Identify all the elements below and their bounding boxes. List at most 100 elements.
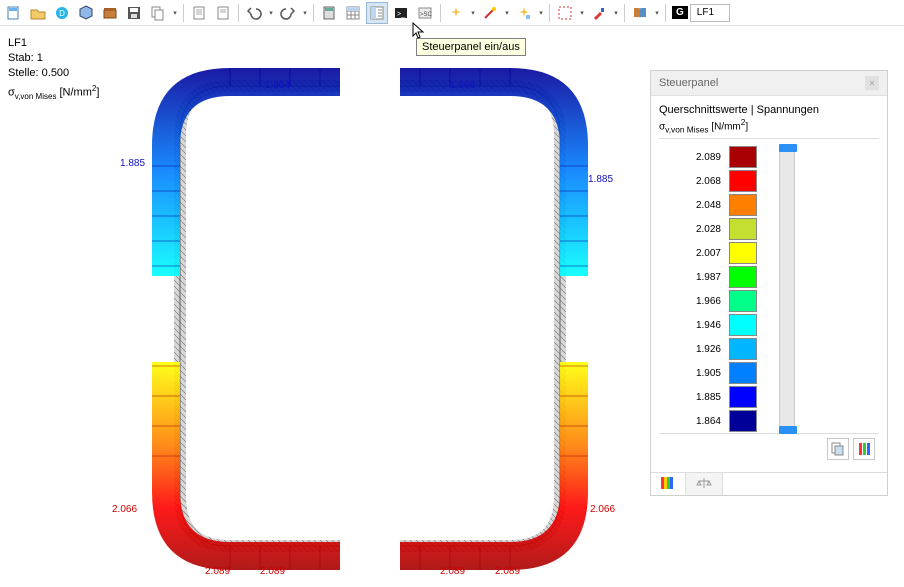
svg-text:>_: >_ xyxy=(397,11,405,18)
legend-row: 1.885 xyxy=(659,385,757,409)
legend-value: 1.885 xyxy=(659,392,729,403)
legend-value: 2.068 xyxy=(659,176,729,187)
legend-swatch xyxy=(729,242,757,264)
legend-row: 1.864 xyxy=(659,409,757,433)
legend-value: 2.048 xyxy=(659,200,729,211)
book-icon[interactable] xyxy=(629,2,651,24)
color-range-slider[interactable] xyxy=(779,145,795,433)
legend-row: 2.068 xyxy=(659,169,757,193)
panel-titlebar: Steuerpanel × xyxy=(651,71,887,96)
steuerpanel: Steuerpanel × Querschnittswerte | Spannu… xyxy=(650,70,888,496)
lf-badge: G xyxy=(672,6,688,19)
val-mr: 1.885 xyxy=(588,174,613,185)
legend-swatch xyxy=(729,386,757,408)
ticks-top xyxy=(152,68,588,266)
legend-row: 2.028 xyxy=(659,217,757,241)
val-bl: 2.066 xyxy=(112,504,137,515)
lf-input[interactable]: LF1 xyxy=(690,4,730,22)
legend-swatch xyxy=(729,218,757,240)
svg-text:>SC: >SC xyxy=(420,12,433,18)
panel-title-text: Steuerpanel xyxy=(659,77,718,89)
main-area: LF1 Stab: 1 Stelle: 0.500 σv,von Mises [… xyxy=(0,26,904,587)
legend-value: 1.987 xyxy=(659,272,729,283)
legend-row: 1.905 xyxy=(659,361,757,385)
spark2-icon[interactable] xyxy=(513,2,535,24)
wand-icon[interactable] xyxy=(479,2,501,24)
legend-row: 1.966 xyxy=(659,289,757,313)
legend-swatch xyxy=(729,314,757,336)
cube-icon[interactable] xyxy=(75,2,97,24)
legend-swatch xyxy=(729,146,757,168)
legend-swatch xyxy=(729,410,757,432)
colorbar-settings-icon[interactable] xyxy=(853,438,875,460)
save-icon[interactable] xyxy=(123,2,145,24)
legend-value: 2.007 xyxy=(659,248,729,259)
new-icon[interactable] xyxy=(3,2,25,24)
dropdown-icon[interactable]: ▾ xyxy=(653,2,661,24)
brush-icon[interactable] xyxy=(588,2,610,24)
val-tr: 1.866 xyxy=(450,80,475,91)
doc2-icon[interactable] xyxy=(212,2,234,24)
doc1-icon[interactable] xyxy=(188,2,210,24)
legend-value: 1.905 xyxy=(659,368,729,379)
legend-swatch xyxy=(729,170,757,192)
info-sigma: σv,von Mises [N/mm2] xyxy=(8,81,99,104)
dropdown-icon[interactable]: ▾ xyxy=(578,2,586,24)
dropdown-icon[interactable]: ▾ xyxy=(267,2,275,24)
legend-row: 2.089 xyxy=(659,145,757,169)
panel-tabs xyxy=(651,472,887,495)
legend-value: 1.864 xyxy=(659,416,729,427)
toolbar: D ▾ ▾ ▾ >_ >SC ▾ ▾ ▾ ▾ ▾ ▾ G LF1 xyxy=(0,0,904,26)
steuerpanel-toggle-icon[interactable] xyxy=(366,2,388,24)
info-stelle: Stelle: 0.500 xyxy=(8,66,99,81)
dropdown-icon[interactable]: ▾ xyxy=(301,2,309,24)
copy-icon[interactable] xyxy=(147,2,169,24)
calc-icon[interactable] xyxy=(318,2,340,24)
select-icon[interactable] xyxy=(554,2,576,24)
table-icon[interactable] xyxy=(342,2,364,24)
val-bbr1: 2.089 xyxy=(440,566,465,577)
val-ml: 1.885 xyxy=(120,158,145,169)
legend-swatch xyxy=(729,338,757,360)
info-block: LF1 Stab: 1 Stelle: 0.500 σv,von Mises [… xyxy=(8,36,99,104)
cursor-icon xyxy=(412,22,426,40)
legend-swatch xyxy=(729,194,757,216)
tab-colors[interactable] xyxy=(651,473,686,495)
legend-swatch xyxy=(729,362,757,384)
undo-icon[interactable] xyxy=(243,2,265,24)
legend-row: 1.946 xyxy=(659,313,757,337)
module-icon[interactable]: D xyxy=(51,2,73,24)
panel-close-icon[interactable]: × xyxy=(865,76,879,90)
slider-thumb-top[interactable] xyxy=(779,144,797,152)
script-icon[interactable]: >SC xyxy=(414,2,436,24)
tooltip: Steuerpanel ein/aus xyxy=(416,38,526,56)
legend-row: 2.048 xyxy=(659,193,757,217)
info-stab: Stab: 1 xyxy=(8,51,99,66)
dropdown-icon[interactable]: ▾ xyxy=(537,2,545,24)
panel-tools xyxy=(659,433,879,464)
legend-row: 1.987 xyxy=(659,265,757,289)
case-icon[interactable] xyxy=(99,2,121,24)
cross-section-shape xyxy=(180,86,560,546)
dropdown-icon[interactable]: ▾ xyxy=(469,2,477,24)
legend-value: 2.089 xyxy=(659,152,729,163)
val-bbl2: 2.089 xyxy=(260,566,285,577)
val-bbl1: 2.089 xyxy=(205,566,230,577)
console-icon[interactable]: >_ xyxy=(390,2,412,24)
legend-list: 2.089 2.068 2.048 2.028 2.007 1.987 1.966 1.946… xyxy=(659,145,757,433)
slider-thumb-bottom[interactable] xyxy=(779,426,797,434)
dropdown-icon[interactable]: ▾ xyxy=(171,2,179,24)
dropdown-icon[interactable]: ▾ xyxy=(612,2,620,24)
redo-icon[interactable] xyxy=(277,2,299,24)
tab-balance[interactable] xyxy=(686,473,723,495)
svg-text:D: D xyxy=(59,9,65,18)
spark1-icon[interactable] xyxy=(445,2,467,24)
dropdown-icon[interactable]: ▾ xyxy=(503,2,511,24)
legend-value: 1.926 xyxy=(659,344,729,355)
copy-colors-icon[interactable] xyxy=(827,438,849,460)
stress-diagram: 1.864 1.866 1.885 1.885 2.066 2.066 2.08… xyxy=(110,66,610,576)
val-bbr2: 2.089 xyxy=(495,566,520,577)
panel-subheading: σv,von Mises [N/mm2] xyxy=(659,117,879,139)
open-icon[interactable] xyxy=(27,2,49,24)
legend-value: 1.966 xyxy=(659,296,729,307)
